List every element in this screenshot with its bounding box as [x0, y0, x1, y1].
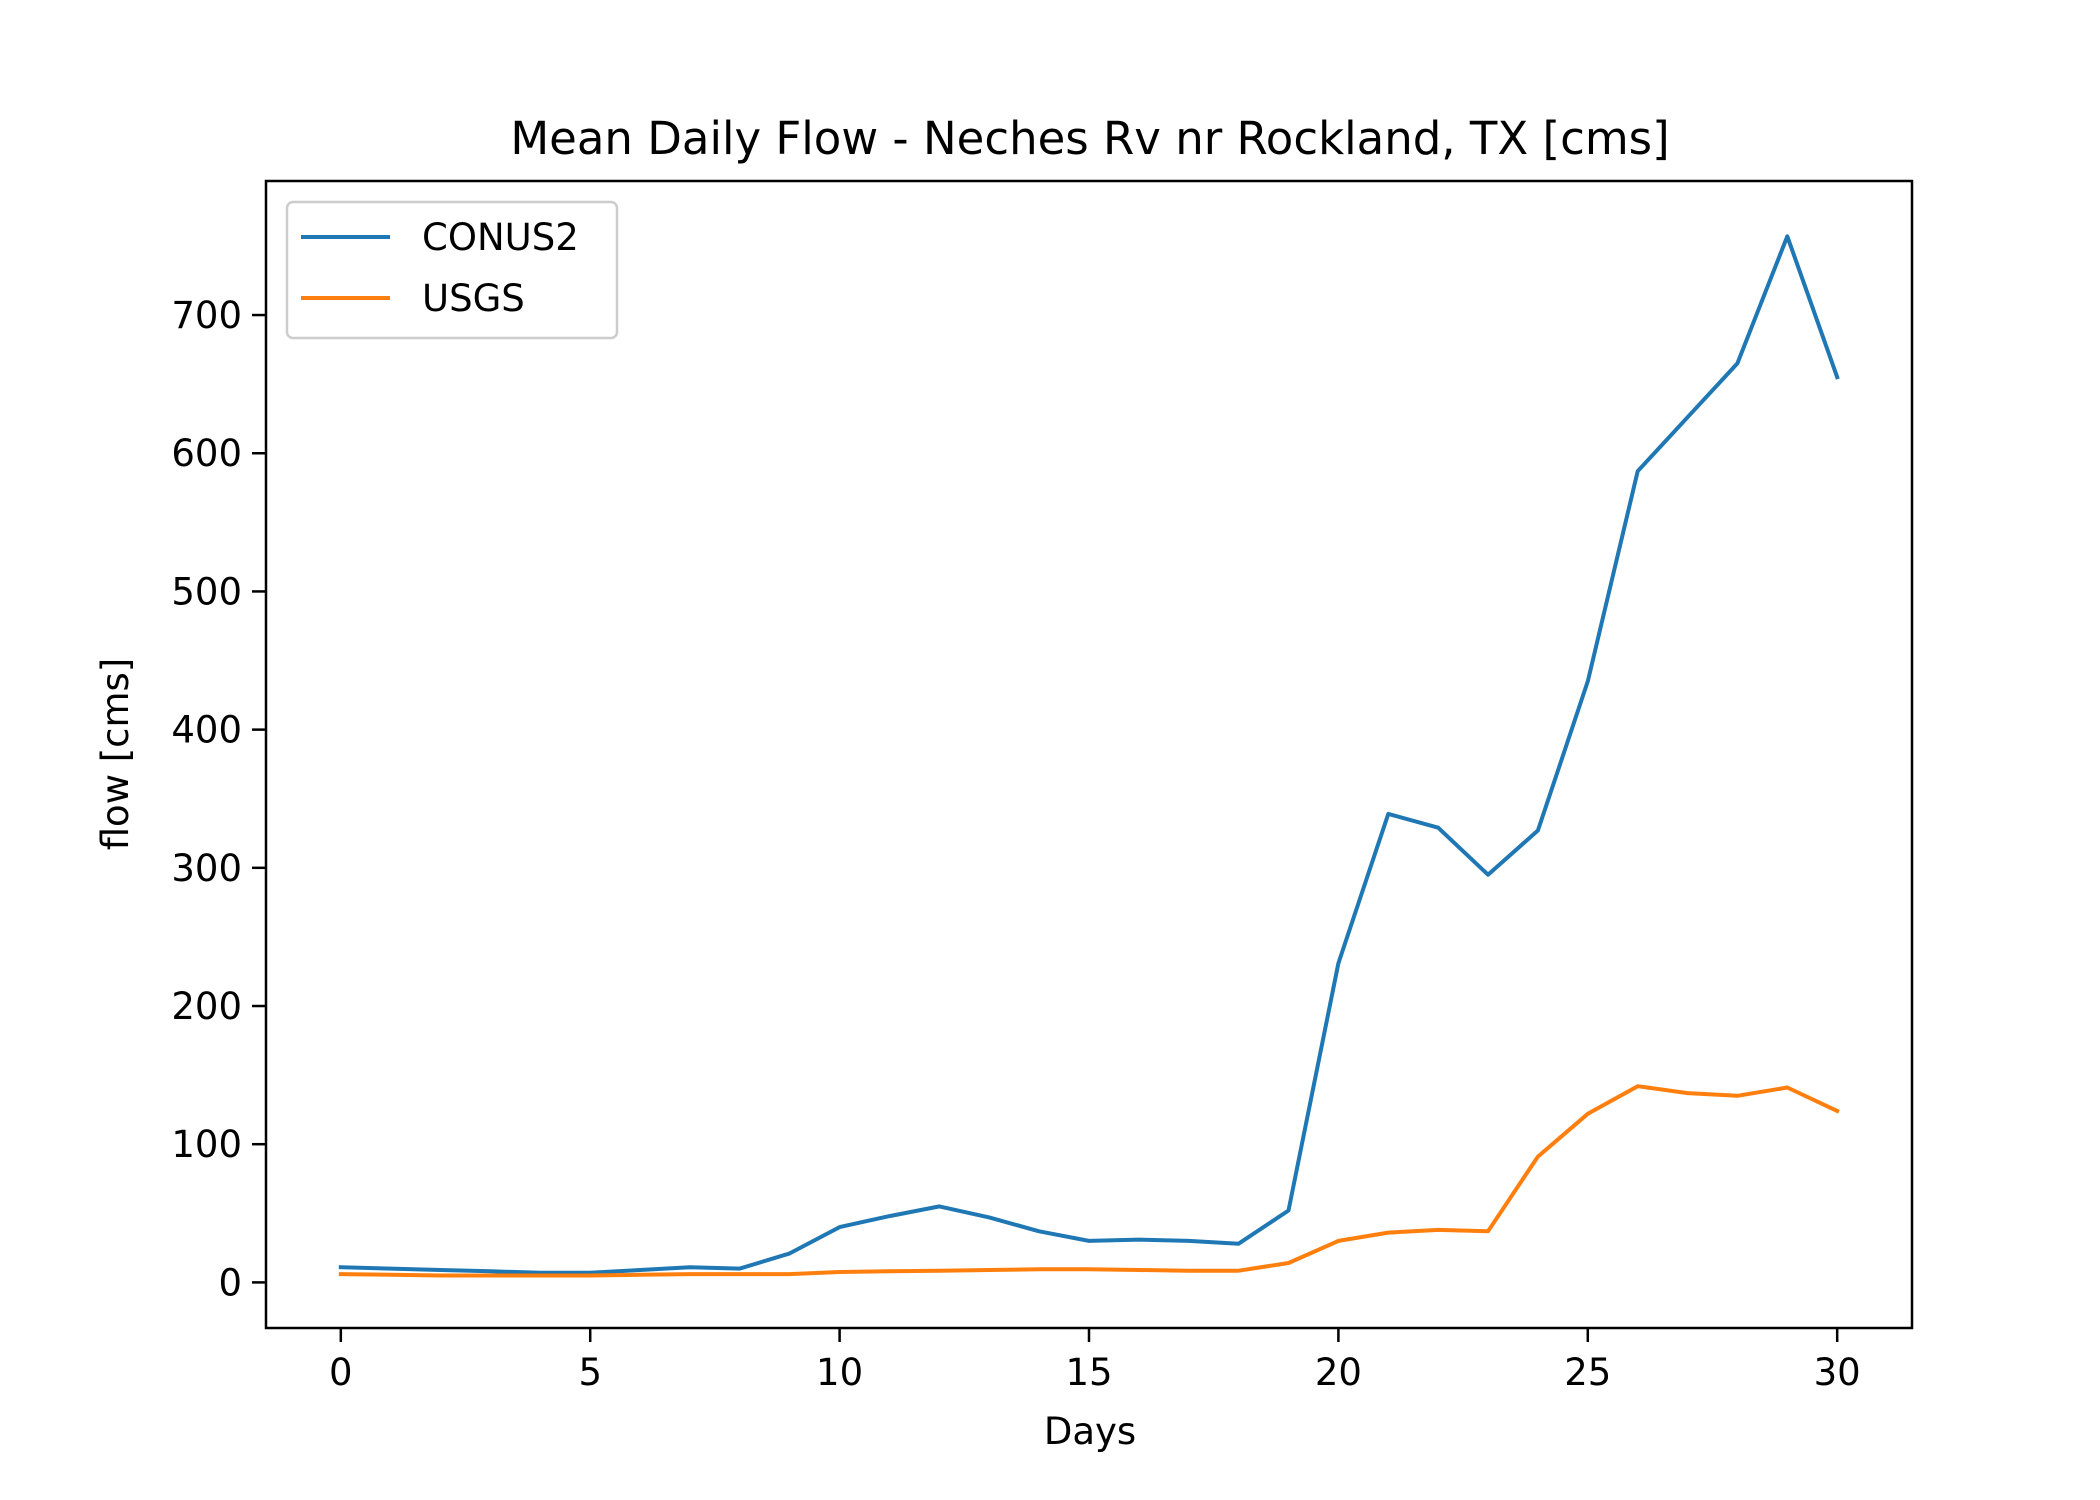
x-tick-label: 10	[816, 1351, 863, 1394]
x-tick-label: 5	[578, 1351, 602, 1394]
x-tick-label: 0	[329, 1351, 353, 1394]
y-tick-label: 500	[171, 570, 242, 613]
series-line-usgs	[338, 1084, 1840, 1278]
legend-label-usgs: USGS	[422, 277, 525, 320]
y-axis-label: flow [cms]	[94, 658, 137, 851]
y-tick-label: 400	[171, 709, 242, 752]
y-tick-label: 600	[171, 432, 242, 475]
series-line-conus2	[338, 234, 1840, 1275]
series-layer	[338, 234, 1840, 1278]
chart-title: Mean Daily Flow - Neches Rv nr Rockland,…	[510, 112, 1669, 165]
y-tick-label: 100	[171, 1123, 242, 1166]
legend-label-conus2: CONUS2	[422, 216, 579, 259]
x-tick-label: 30	[1814, 1351, 1861, 1394]
plot-frame	[264, 179, 1914, 1330]
y-tick-label: 200	[171, 985, 242, 1028]
x-tick-label: 25	[1564, 1351, 1611, 1394]
y-tick-label: 300	[171, 847, 242, 890]
y-tick-label: 700	[171, 294, 242, 337]
x-axis-label: Days	[1044, 1410, 1136, 1453]
x-tick-label: 15	[1065, 1351, 1112, 1394]
y-tick-label: 0	[218, 1261, 242, 1304]
x-tick-label: 20	[1315, 1351, 1362, 1394]
legend: CONUS2 USGS	[285, 200, 619, 340]
